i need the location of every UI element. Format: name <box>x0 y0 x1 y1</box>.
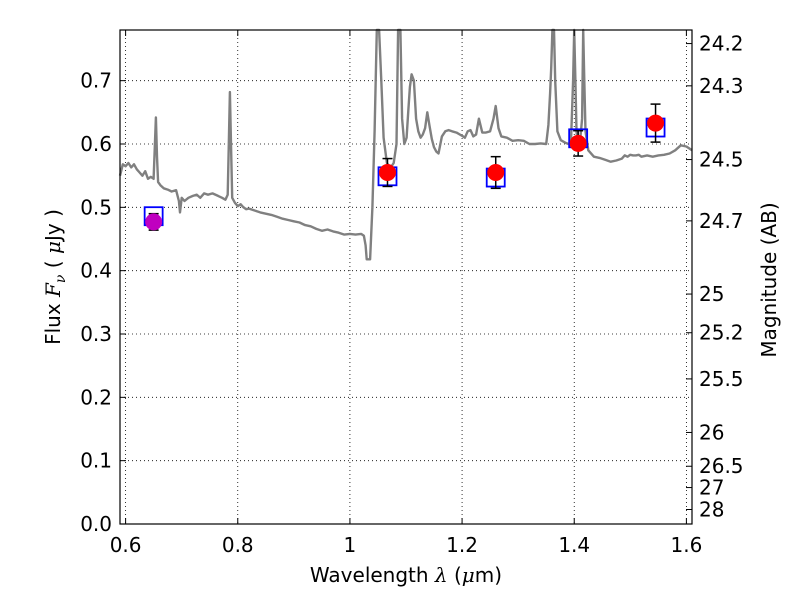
x-tick-label: 1.2 <box>446 533 478 557</box>
right-tick-label: 26 <box>699 420 724 444</box>
x-tick-label: 1.4 <box>558 533 590 557</box>
y-tick-label: 0.2 <box>80 385 112 409</box>
observed-point <box>487 164 505 181</box>
right-tick-label: 25.2 <box>699 321 744 345</box>
right-axis-title: Magnitude (AB) <box>757 202 781 357</box>
right-tick-label: 26.5 <box>699 454 744 478</box>
x-tick-label: 1.6 <box>670 533 702 557</box>
right-tick-label: 25 <box>699 282 724 306</box>
y-tick-label: 0.5 <box>80 195 112 219</box>
x-tick-label: 0.8 <box>222 533 254 557</box>
x-tick-label: 0.6 <box>110 533 142 557</box>
right-tick-label: 28 <box>699 497 724 521</box>
right-tick-label: 24.2 <box>699 32 744 56</box>
observed-point <box>647 114 665 132</box>
observed-photometry <box>145 103 665 231</box>
right-tick-label: 24.7 <box>699 209 744 233</box>
x-axis-title: Wavelength λ (μm) <box>310 563 502 587</box>
y-axis-title: Flux Fν ( μJy ) <box>41 209 69 345</box>
y-tick-label: 0.6 <box>80 132 112 156</box>
right-tick-label: 24.3 <box>699 74 744 98</box>
spectrum-line <box>118 28 693 261</box>
y-tick-label: 0.0 <box>80 512 112 536</box>
right-tick-label: 27 <box>699 476 724 500</box>
model-spectrum <box>118 28 693 261</box>
observed-point <box>569 134 587 152</box>
y-tick-label: 0.4 <box>80 259 112 283</box>
plot-frame <box>119 29 693 525</box>
y-tick-label: 0.7 <box>80 69 112 93</box>
axes: 0.6 0.8 1 1.2 1.4 1.6 0.0 0.1 0.2 0.3 0.4 0.5 0.6 0.7… <box>80 30 744 557</box>
right-tick-label: 24.5 <box>699 148 744 172</box>
observed-point <box>378 164 396 181</box>
y-tick-label: 0.3 <box>80 322 112 346</box>
right-tick-label: 25.5 <box>699 367 744 391</box>
y-tick-label: 0.1 <box>80 449 112 473</box>
x-tick-label: 1 <box>344 533 357 557</box>
observed-point <box>145 213 163 231</box>
plot-background <box>120 30 692 524</box>
